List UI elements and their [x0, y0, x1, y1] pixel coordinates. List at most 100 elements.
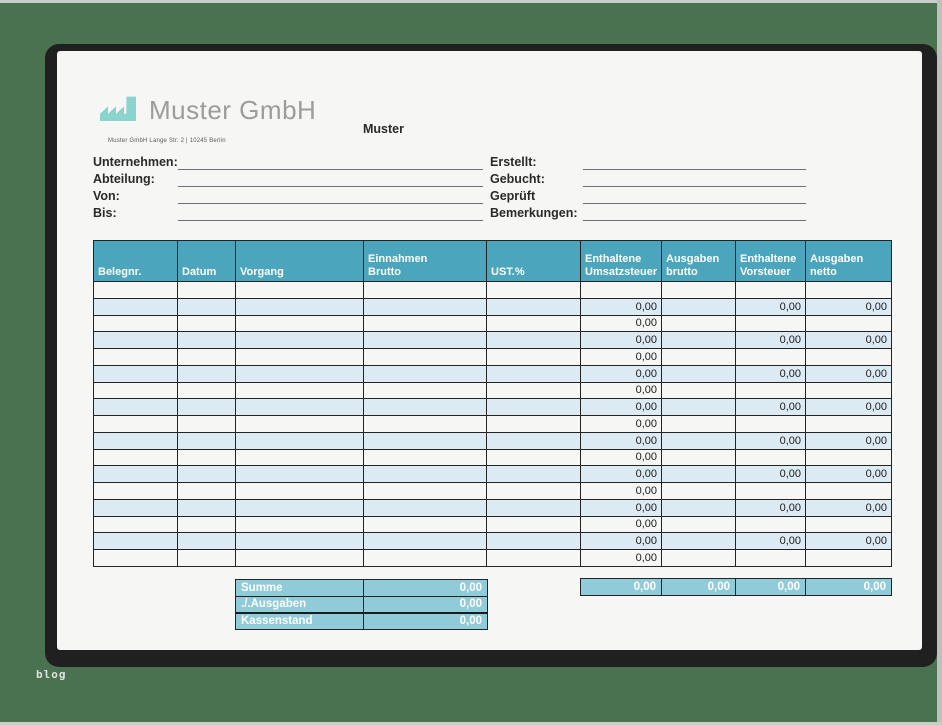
table-cell[interactable] [235, 364, 364, 383]
table-cell[interactable] [805, 281, 892, 299]
table-cell[interactable] [93, 348, 178, 366]
table-cell[interactable] [661, 431, 736, 450]
table-cell[interactable] [93, 549, 178, 567]
table-cell[interactable] [805, 381, 892, 400]
table-cell[interactable] [805, 515, 892, 534]
table-cell[interactable]: 0,00 [805, 398, 892, 416]
summary-total-cell[interactable]: 0,00 [661, 578, 736, 596]
table-cell[interactable]: 0,00 [580, 431, 662, 450]
table-cell[interactable] [177, 431, 236, 450]
table-cell[interactable] [177, 381, 236, 400]
table-cell[interactable] [93, 431, 178, 450]
table-cell[interactable] [805, 549, 892, 567]
table-cell[interactable] [177, 364, 236, 383]
table-cell[interactable] [661, 331, 736, 349]
table-cell[interactable] [235, 482, 364, 500]
table-cell[interactable] [661, 532, 736, 550]
table-cell[interactable] [735, 415, 806, 433]
table-cell[interactable]: 0,00 [580, 549, 662, 567]
table-cell[interactable] [486, 398, 581, 416]
table-cell[interactable]: 0,00 [805, 465, 892, 483]
table-cell[interactable] [805, 348, 892, 366]
summary-value[interactable]: 0,00 [363, 595, 488, 614]
table-cell[interactable] [661, 465, 736, 483]
table-cell[interactable] [363, 348, 487, 366]
table-cell[interactable] [363, 482, 487, 500]
table-cell[interactable]: 0,00 [805, 331, 892, 349]
table-cell[interactable]: 0,00 [580, 331, 662, 349]
table-cell[interactable] [486, 448, 581, 467]
table-cell[interactable] [486, 314, 581, 333]
table-cell[interactable] [661, 381, 736, 400]
table-cell[interactable] [93, 281, 178, 299]
table-cell[interactable] [93, 415, 178, 433]
table-cell[interactable] [661, 398, 736, 416]
table-cell[interactable]: 0,00 [580, 381, 662, 400]
table-cell[interactable]: 0,00 [580, 498, 662, 517]
table-cell[interactable]: 0,00 [735, 331, 806, 349]
table-cell[interactable]: 0,00 [805, 498, 892, 517]
table-cell[interactable] [735, 281, 806, 299]
table-cell[interactable]: 0,00 [735, 431, 806, 450]
table-cell[interactable] [363, 532, 487, 550]
table-cell[interactable] [235, 465, 364, 483]
table-cell[interactable]: 0,00 [735, 364, 806, 383]
table-cell[interactable] [661, 297, 736, 316]
table-cell[interactable] [735, 448, 806, 467]
table-cell[interactable] [486, 331, 581, 349]
table-cell[interactable] [93, 498, 178, 517]
table-cell[interactable] [235, 431, 364, 450]
table-cell[interactable]: 0,00 [580, 415, 662, 433]
table-cell[interactable] [363, 381, 487, 400]
table-cell[interactable]: 0,00 [805, 364, 892, 383]
table-cell[interactable] [363, 465, 487, 483]
table-cell[interactable] [93, 297, 178, 316]
table-cell[interactable] [177, 498, 236, 517]
table-cell[interactable]: 0,00 [580, 482, 662, 500]
table-cell[interactable] [486, 549, 581, 567]
table-cell[interactable] [486, 482, 581, 500]
table-cell[interactable] [486, 348, 581, 366]
table-cell[interactable] [235, 297, 364, 316]
geprueft-field[interactable] [583, 203, 806, 204]
table-cell[interactable] [735, 549, 806, 567]
table-cell[interactable] [661, 314, 736, 333]
table-cell[interactable] [363, 398, 487, 416]
table-cell[interactable] [805, 415, 892, 433]
table-cell[interactable] [93, 532, 178, 550]
table-cell[interactable] [235, 281, 364, 299]
table-cell[interactable] [486, 415, 581, 433]
table-cell[interactable] [735, 348, 806, 366]
table-cell[interactable] [235, 331, 364, 349]
table-cell[interactable] [661, 348, 736, 366]
table-cell[interactable] [235, 398, 364, 416]
table-cell[interactable] [661, 448, 736, 467]
table-cell[interactable] [486, 364, 581, 383]
table-cell[interactable] [486, 297, 581, 316]
table-cell[interactable] [363, 314, 487, 333]
table-cell[interactable] [661, 482, 736, 500]
table-cell[interactable] [177, 348, 236, 366]
table-cell[interactable] [177, 482, 236, 500]
bemerkungen-field[interactable] [583, 220, 806, 221]
abteilung-field[interactable] [178, 186, 483, 187]
unternehmen-field[interactable] [178, 169, 483, 170]
table-cell[interactable]: 0,00 [580, 465, 662, 483]
table-cell[interactable]: 0,00 [580, 348, 662, 366]
table-cell[interactable] [735, 515, 806, 534]
table-cell[interactable] [177, 465, 236, 483]
table-cell[interactable] [93, 448, 178, 467]
table-cell[interactable] [235, 348, 364, 366]
table-cell[interactable]: 0,00 [735, 465, 806, 483]
table-cell[interactable]: 0,00 [805, 431, 892, 450]
table-cell[interactable] [93, 482, 178, 500]
table-cell[interactable] [661, 364, 736, 383]
table-cell[interactable]: 0,00 [580, 532, 662, 550]
table-cell[interactable] [486, 431, 581, 450]
table-cell[interactable] [363, 448, 487, 467]
table-cell[interactable] [235, 381, 364, 400]
table-cell[interactable] [486, 532, 581, 550]
von-field[interactable] [178, 203, 483, 204]
table-cell[interactable] [363, 415, 487, 433]
table-cell[interactable] [661, 549, 736, 567]
